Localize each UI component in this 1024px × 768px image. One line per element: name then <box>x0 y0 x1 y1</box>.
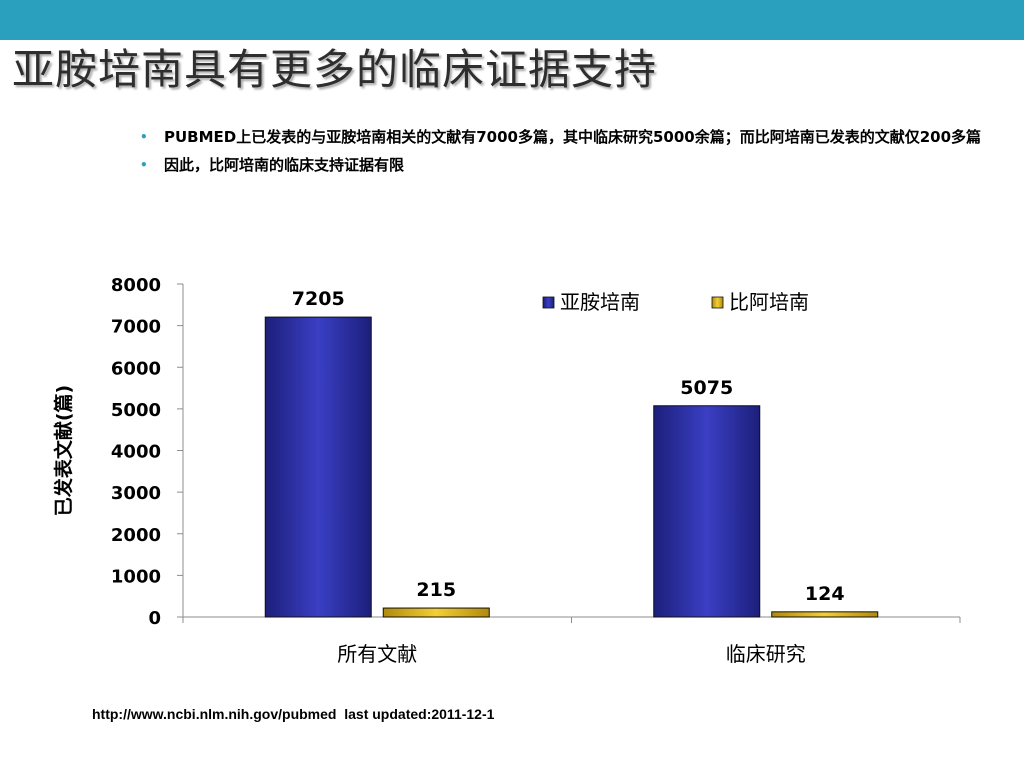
bar-data-label: 215 <box>416 579 456 601</box>
y-tick-label: 0 <box>148 608 161 629</box>
y-axis-title: 已发表文献(篇) <box>52 385 75 516</box>
y-tick-label: 4000 <box>111 442 161 463</box>
bar-data-label: 7205 <box>292 288 345 310</box>
bar-data-label: 124 <box>805 583 845 605</box>
slide-title: 亚胺培南具有更多的临床证据支持 <box>12 45 658 94</box>
x-category-label: 临床研究 <box>726 642 806 666</box>
bullet-item: • PUBMED上已发表的与亚胺培南相关的文献有7000多篇，其中临床研究500… <box>140 126 1000 148</box>
legend-label: 亚胺培南 <box>560 290 640 314</box>
bullet-dot-icon: • <box>140 158 148 172</box>
legend-label: 比阿培南 <box>729 290 809 314</box>
legend-swatch <box>542 296 555 309</box>
bar-series-1 <box>264 316 372 618</box>
chart-legend: 亚胺培南 比阿培南 <box>542 290 809 314</box>
legend-swatch <box>711 296 724 309</box>
top-accent-bar <box>0 0 1024 40</box>
bar-chart: 0 1000 2000 3000 4000 5000 6000 7000 8000 已发表文献(篇… <box>52 275 961 666</box>
x-category-label: 所有文献 <box>337 642 417 666</box>
bullet-list: • PUBMED上已发表的与亚胺培南相关的文献有7000多篇，其中临床研究500… <box>140 126 1000 182</box>
bar-series-1 <box>653 405 761 618</box>
y-tick-label: 7000 <box>111 317 161 338</box>
y-tick-label: 5000 <box>111 400 161 421</box>
bar-series-2 <box>382 607 490 618</box>
bullet-item: • 因此，比阿培南的临床支持证据有限 <box>140 154 1000 176</box>
y-tick-label: 3000 <box>111 483 161 504</box>
bar-series-2 <box>771 611 879 618</box>
bar-data-label: 5075 <box>680 377 733 399</box>
y-tick-label: 2000 <box>111 525 161 546</box>
y-tick-label: 1000 <box>111 566 161 587</box>
source-note: http://www.ncbi.nlm.nih.gov/pubmed last … <box>92 706 495 722</box>
bullet-dot-icon: • <box>140 130 148 144</box>
bullet-text: 因此，比阿培南的临床支持证据有限 <box>164 156 405 174</box>
y-tick-label: 8000 <box>111 275 161 296</box>
bullet-text: PUBMED上已发表的与亚胺培南相关的文献有7000多篇，其中临床研究5000余… <box>164 128 982 146</box>
y-tick-label: 6000 <box>111 358 161 379</box>
